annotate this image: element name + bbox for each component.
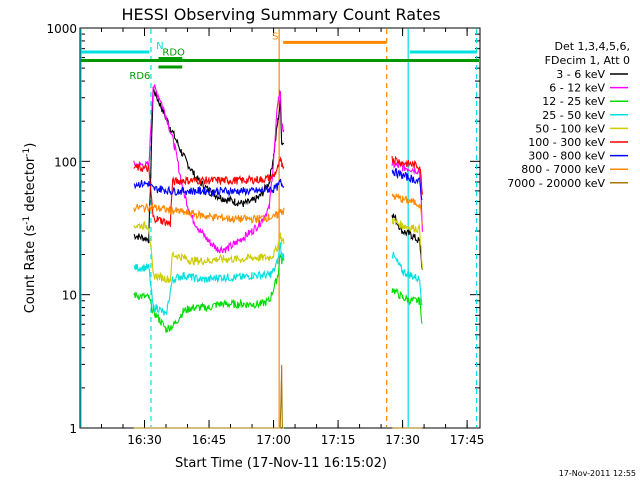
legend-header-line-1: Det 1,3,4,5,6, (554, 40, 630, 53)
footer-timestamp: 17-Nov-2011 12:55 (559, 469, 636, 478)
x-tick-label-2: 17:00 (256, 433, 291, 447)
y-tick-label-1: 10 (62, 289, 77, 303)
y-axis-label-sup2: -1 (22, 148, 32, 157)
status-label-1: S (272, 31, 278, 42)
legend-header-line-2: FDecim 1, Att 0 (545, 54, 630, 67)
chart-title: HESSI Observing Summary Count Rates (121, 5, 440, 24)
legend-entry-label-3: 25 - 50 keV (542, 109, 605, 122)
legend: Det 1,3,4,5,6, FDecim 1, Att 0 3 - 6 keV… (507, 40, 630, 190)
legend-entry-label-2: 12 - 25 keV (542, 95, 605, 108)
legend-entry-label-0: 3 - 6 keV (556, 68, 605, 81)
x-tick-labels: 16:30 16:45 17:00 17:15 17:30 17:45 (127, 433, 484, 447)
series-layer (133, 84, 423, 429)
status-label-3: RDO (162, 48, 185, 59)
series-line-5 (133, 155, 423, 228)
legend-entry-label-5: 100 - 300 keV (528, 136, 605, 149)
series-line-4 (133, 217, 423, 284)
legend-entry-label-4: 50 - 100 keV (535, 122, 605, 135)
y-tick-labels: 1 10 100 1000 (46, 22, 77, 436)
status-bars: N S RDO RD6 (81, 31, 479, 82)
legend-entry-label-6: 300 - 800 keV (528, 150, 605, 163)
series-line-0 (133, 87, 423, 270)
status-label-4: RD6 (129, 71, 150, 82)
series-line-7 (133, 193, 423, 225)
y-axis-label-mid: detector (23, 156, 38, 216)
y-axis-label-main: Count Rate (s (23, 225, 38, 314)
y-axis-label-end: ) (23, 143, 38, 148)
y-tick-label-3: 1000 (46, 22, 77, 36)
y-axis-label: Count Rate (s-1 detector-1) (22, 143, 38, 314)
x-tick-label-5: 17:45 (450, 433, 485, 447)
series-line-6 (133, 167, 423, 201)
status-label-0: N (156, 41, 163, 52)
series-line-8 (133, 364, 423, 429)
legend-entry-label-8: 7000 - 20000 keV (507, 177, 605, 190)
y-tick-label-0: 1 (69, 422, 77, 436)
x-tick-label-3: 17:15 (321, 433, 356, 447)
y-axis-label-sup1: -1 (22, 216, 32, 225)
series-line-1 (133, 84, 423, 254)
legend-entry-label-1: 6 - 12 keV (549, 82, 605, 95)
x-tick-label-4: 17:30 (385, 433, 420, 447)
legend-entry-label-7: 800 - 7000 keV (521, 163, 605, 176)
x-tick-label-0: 16:30 (127, 433, 162, 447)
x-axis-label: Start Time (17-Nov-11 16:15:02) (175, 456, 387, 471)
y-tick-label-2: 100 (54, 155, 77, 169)
x-tick-label-1: 16:45 (192, 433, 227, 447)
series-line-2 (133, 254, 423, 333)
vertical-markers (80, 29, 478, 427)
series-line-3 (133, 242, 423, 316)
